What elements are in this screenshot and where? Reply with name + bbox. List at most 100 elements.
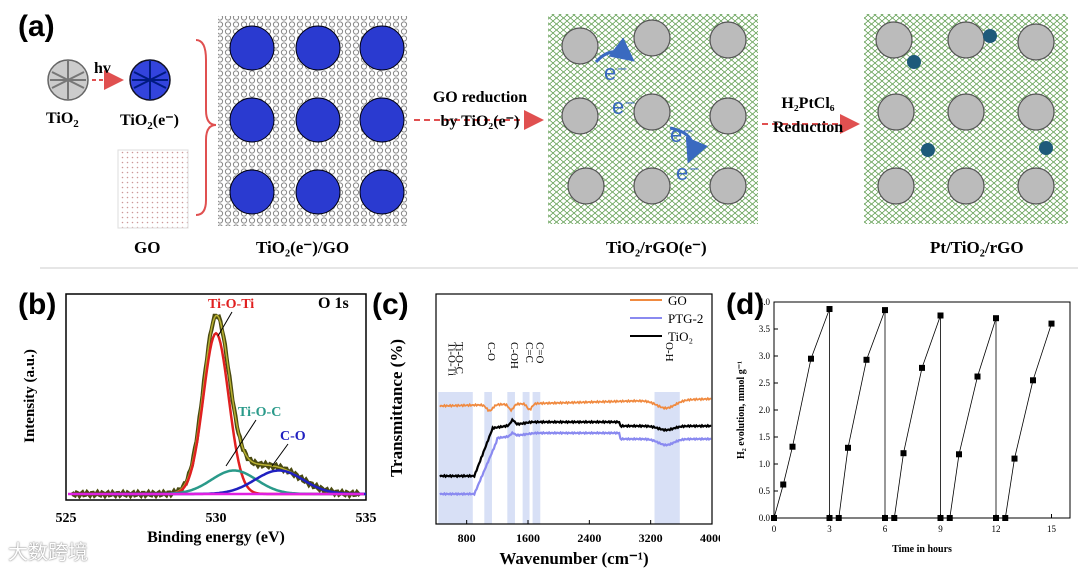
panel-b-chart: O 1s Intensity (a.u.) Binding energy (eV… <box>22 293 377 546</box>
electron-arrow-1 <box>594 37 635 64</box>
ytick-label-8: 4.0 <box>759 297 771 307</box>
ytick-label-2: 1.0 <box>759 459 771 469</box>
peak-label-ti-o-c: Ti-O-C <box>238 405 281 420</box>
ytick-label-1: 0.5 <box>759 486 771 496</box>
panel-b-ylabel: Intensity (a.u.) <box>22 349 38 443</box>
xtick-label-4: 12 <box>992 524 1001 534</box>
h2-point-14 <box>937 312 944 319</box>
tio2-sub: 2 <box>73 118 79 131</box>
h2-point-16 <box>946 515 953 521</box>
electron-arrow-2 <box>669 126 708 164</box>
h2-point-22 <box>1011 455 1018 462</box>
xtick-label-3: 9 <box>938 524 943 534</box>
panel-d-axes: 0.0 0.5 1.0 1.5 2.0 2.5 3.0 3.5 4.0 0 3 6 9 12 15 <box>759 297 1057 534</box>
panel-b-xlabel: Binding energy (eV) <box>147 529 285 546</box>
panel-b-envelope-curve <box>70 313 362 500</box>
band-highlight-2 <box>507 392 515 524</box>
ytick-label-0: 0.0 <box>759 513 771 523</box>
tio2e-sub: 2 <box>147 120 153 133</box>
pt-reduction-text: H₂PtCl₆ Reduction <box>760 92 856 140</box>
h2-point-4 <box>826 306 833 313</box>
panel-d-xlabel: Time in hours <box>892 544 952 555</box>
legend-go: GO <box>668 293 687 308</box>
xtick-label-4000: 4000 <box>700 531 720 545</box>
legend-ptg2: PTG-2 <box>668 311 703 326</box>
tio2e-text: TiO <box>120 112 148 129</box>
tio2e-label: TiO2(e⁻) <box>120 110 179 132</box>
band-label-0: Ti-O-Ti <box>445 342 457 376</box>
electron-label-4: e⁻ <box>676 160 700 185</box>
h2-point-23 <box>1030 377 1036 384</box>
h2-point-1 <box>780 481 787 488</box>
panel-b-title: O 1s <box>318 295 349 312</box>
legend-tio2: TiO₂ <box>668 329 693 344</box>
band-highlight-3 <box>522 392 530 524</box>
band-label-1: Ti-O-C <box>453 342 465 374</box>
h2-point-0 <box>771 515 777 521</box>
peak-pointer-ti-o-ti <box>217 311 233 337</box>
h2-point-7 <box>845 444 851 451</box>
xtick-label-0: 0 <box>772 524 777 534</box>
go-reduction-line2: by TiO₂(e⁻) <box>440 113 520 130</box>
xtick-label-2: 6 <box>883 524 888 534</box>
h2-point-3 <box>808 355 814 362</box>
peak-label-c-o: C-O <box>280 429 306 444</box>
go-reduction-line1: GO reduction <box>432 89 528 106</box>
h2ptcl6-text: H₂PtCl₆ <box>781 95 835 112</box>
panel-c-chart: Transmittance (%) Wavenumber (cm⁻¹) 800 1… <box>387 293 720 568</box>
h2-point-10 <box>882 515 888 521</box>
panel-d-label: (d) <box>726 288 765 321</box>
composite-label: TiO₂(e⁻)/GO <box>256 238 350 257</box>
panel-c-bands <box>438 392 680 524</box>
panel-c-label: (c) <box>372 288 409 321</box>
h2-point-18 <box>974 373 981 380</box>
band-label-6: O-H <box>663 342 675 362</box>
electron-label-1: e⁻ <box>604 60 628 85</box>
panel-b-fit-curve <box>72 314 360 495</box>
tio2e-end: ⁻) <box>165 112 179 129</box>
brace <box>195 39 217 216</box>
panel-c-ylabel: Transmittance (%) <box>387 339 406 477</box>
xtick-label-1: 3 <box>827 524 832 534</box>
panel-b-label: (b) <box>18 288 57 321</box>
h2-point-21 <box>1002 515 1009 521</box>
h2-point-12 <box>900 450 907 457</box>
band-highlight-0 <box>438 392 473 524</box>
ytick-label-6: 3.0 <box>759 351 771 361</box>
go-reduction-text: GO reduction by TiO₂(e⁻) <box>420 86 540 134</box>
final-label: Pt/TiO₂/rGO <box>930 238 1024 257</box>
h2-evolution-line <box>773 308 1052 519</box>
band-highlight-4 <box>532 392 541 524</box>
ytick-label-5: 2.5 <box>759 378 771 388</box>
tio2-text: TiO <box>46 110 74 127</box>
panel-b-xtick-525: 525 <box>56 511 77 526</box>
band-highlight-5 <box>654 392 680 524</box>
panel-c-series-tio2 <box>439 417 712 479</box>
xtick-label-1600: 1600 <box>516 531 540 545</box>
tio2-label: TiO2 <box>46 110 79 130</box>
band-label-4: C=C <box>523 342 535 363</box>
rgo-label: TiO₂/rGO(e⁻) <box>606 238 707 257</box>
peak-pointer-ti-o-c <box>225 419 257 467</box>
pt-particles <box>907 29 1053 157</box>
panel-d-ylabel: H₂ evolution, mmol g⁻¹ <box>736 361 747 459</box>
tio2-electron-cluster-icon <box>129 59 171 101</box>
panel-b-xtick-530: 530 <box>206 511 227 526</box>
xtick-label-3200: 3200 <box>639 531 663 545</box>
rgo-clusters <box>561 19 747 205</box>
band-highlight-1 <box>484 392 492 524</box>
panel-c-series-ptg2 <box>439 430 712 497</box>
band-label-5: C=O <box>533 342 545 364</box>
final-clusters <box>875 21 1055 205</box>
panel-c-xlabel: Wavenumber (cm⁻¹) <box>499 549 648 568</box>
composite-clusters <box>229 25 405 215</box>
h2-point-2 <box>789 443 796 450</box>
h2-point-6 <box>835 515 842 521</box>
watermark: 大数跨境 <box>8 540 88 564</box>
panel-d-data <box>771 306 1055 521</box>
hv-label: hv <box>94 60 111 77</box>
tio2e-paren: (e <box>152 112 166 129</box>
xtick-label-2400: 2400 <box>577 531 601 545</box>
h2-point-24 <box>1048 320 1055 327</box>
